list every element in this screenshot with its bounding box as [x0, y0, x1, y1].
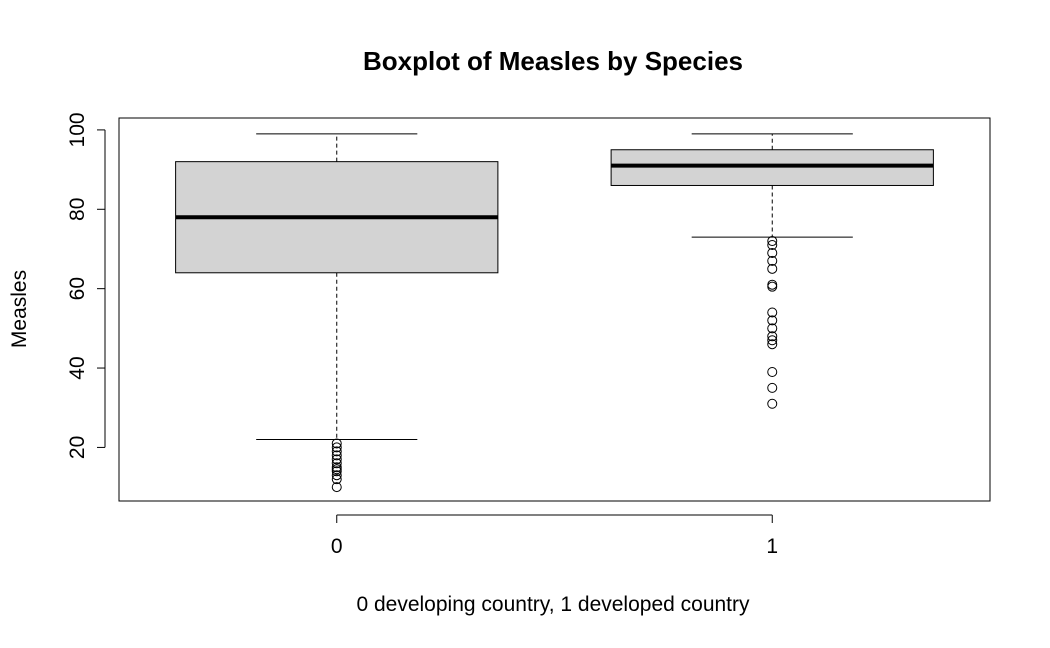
outlier-point [767, 398, 778, 409]
plot-frame [118, 117, 991, 502]
outlier-point [767, 240, 778, 251]
y-tick-label-100: 100 [66, 112, 89, 147]
outlier-point [767, 307, 778, 318]
boxes [175, 133, 934, 493]
outlier-point [331, 446, 342, 457]
outlier-point [767, 247, 778, 258]
y-tick-label-80: 80 [66, 198, 89, 221]
outlier-point [767, 367, 778, 378]
outlier-point [331, 466, 342, 477]
outlier-point [331, 470, 342, 481]
outlier-point [331, 454, 342, 465]
x-axis-label: 0 developing country, 1 developed countr… [356, 593, 750, 616]
outlier-point [767, 279, 778, 290]
box-group-1 [610, 133, 934, 409]
outlier-point [767, 382, 778, 393]
outlier-point [767, 281, 778, 292]
y-tick-label-60: 60 [66, 277, 89, 300]
box-group-0 [175, 133, 499, 493]
y-axis-label: Measles [8, 270, 31, 348]
outlier-point [767, 255, 778, 266]
outlier-point [331, 442, 342, 453]
outlier-point [331, 474, 342, 485]
y-axis: 20 40 60 80 100 [66, 112, 106, 459]
outlier-point [767, 331, 778, 342]
outlier-point [331, 458, 342, 469]
chart-title: Boxplot of Measles by Species [363, 46, 743, 76]
outlier-point [767, 263, 778, 274]
x-tick-label-0: 0 [331, 535, 343, 558]
outlier-point [331, 438, 342, 449]
outlier-point [767, 335, 778, 346]
outlier-point [767, 339, 778, 350]
y-tick-label-20: 20 [66, 436, 89, 459]
outlier-point [331, 482, 342, 493]
x-tick-label-1: 1 [766, 535, 778, 558]
outlier-point [767, 323, 778, 334]
y-tick-label-40: 40 [66, 356, 89, 379]
outlier-point [331, 450, 342, 461]
outlier-point [767, 315, 778, 326]
outlier-point [767, 236, 778, 247]
